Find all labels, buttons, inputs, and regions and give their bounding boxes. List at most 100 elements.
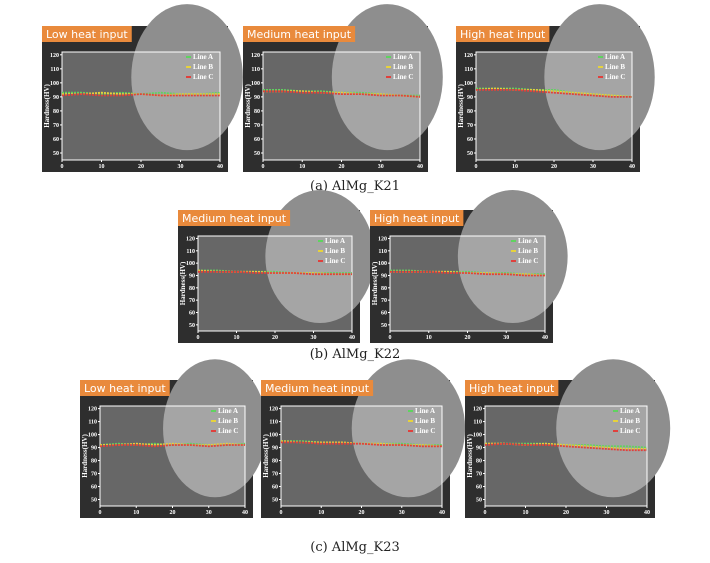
x-tick-label: 40 [644,510,650,516]
x-tick-label: 0 [197,335,200,341]
x-tick-label: 0 [389,335,392,341]
y-tick-label: 70 [53,123,59,129]
panel-label-bg [42,26,132,42]
y-tick-label: 100 [473,433,482,439]
series-line [484,442,647,452]
panel-label: Low heat input [46,28,128,41]
x-tick-label: 40 [417,164,423,170]
panel-label-bg [465,380,559,396]
panel-label: Medium heat input [265,382,370,395]
legend-label: Line B [620,417,640,425]
caption: (a) AlMg_K21 [310,179,400,194]
x-tick-label: 30 [311,335,317,341]
x-tick-label: 20 [170,510,176,516]
y-tick-label: 80 [467,109,473,115]
series-line [263,90,421,98]
x-tick-label: 30 [590,164,596,170]
y-tick-label: 90 [53,95,59,101]
legend-label: Line B [605,63,625,71]
y-tick-label: 90 [272,446,278,452]
weld-region [163,359,267,498]
y-tick-label: 110 [50,67,59,73]
series-line [476,89,632,98]
x-tick-label: 0 [484,510,487,516]
plot-area [280,405,443,507]
legend-label: Line B [193,63,213,71]
y-tick-label: 70 [381,298,387,304]
y-tick-label: 120 [88,407,97,413]
y-axis-label: Hardness(HV) [262,434,270,478]
y-tick-label: 110 [186,249,195,255]
y-tick-label: 120 [378,236,387,242]
y-tick-label: 60 [254,137,260,143]
legend-label: Line B [415,417,435,425]
y-tick-label: 60 [476,485,482,491]
y-tick-label: 100 [269,433,278,439]
y-tick-label: 50 [189,323,195,329]
series-line [198,270,352,276]
y-tick-label: 70 [254,123,260,129]
y-tick-label: 70 [189,298,195,304]
x-tick-label: 20 [339,164,345,170]
x-tick-label: 40 [629,164,635,170]
weld-region [351,359,466,498]
panel: 50 60 70 80 90 100 110 120 0 10 20 30 40 Hardness(HV)… [370,190,568,343]
panel-label: High heat input [374,212,460,225]
y-tick-label: 110 [251,67,260,73]
y-tick-label: 80 [254,109,260,115]
panel: 50 60 70 80 90 100 110 120 0 10 20 30 40 Hardness(HV)… [243,4,443,172]
x-tick-label: 10 [523,510,529,516]
y-tick-label: 90 [476,446,482,452]
y-tick-label: 70 [91,472,97,478]
y-tick-label: 100 [464,81,473,87]
x-tick-label: 40 [217,164,223,170]
y-tick-label: 80 [272,459,278,465]
y-tick-label: 110 [473,420,482,426]
y-tick-label: 60 [467,137,473,143]
legend-label: Line C [605,73,625,81]
caption: (c) AlMg_K23 [310,540,400,555]
legend-label: Line A [393,53,413,61]
y-tick-label: 100 [251,81,260,87]
y-tick-label: 120 [50,53,59,59]
y-axis-label: Hardness(HV) [179,261,187,305]
y-tick-label: 110 [88,420,97,426]
series-line [61,93,220,97]
legend-label: Line B [218,417,238,425]
x-tick-label: 20 [138,164,144,170]
y-tick-label: 90 [189,273,195,279]
y-tick-label: 50 [476,498,482,504]
x-tick-label: 40 [242,510,248,516]
series-line [475,87,633,98]
legend-label: Line B [325,247,345,255]
y-tick-label: 110 [378,249,387,255]
y-tick-label: 100 [378,261,387,267]
panel: 50 60 70 80 90 100 110 120 0 10 20 30 40 Hardness(HV)… [80,359,267,518]
y-tick-label: 120 [269,407,278,413]
y-tick-label: 50 [272,498,278,504]
legend-label: Line C [193,73,213,81]
y-axis-label: Hardness(HV) [371,261,379,305]
y-tick-label: 80 [381,286,387,292]
y-tick-label: 100 [88,433,97,439]
panel-label-bg [456,26,550,42]
y-tick-label: 70 [476,472,482,478]
x-tick-label: 40 [349,335,355,341]
y-tick-label: 50 [381,323,387,329]
plot-area [475,51,633,161]
y-tick-label: 80 [91,459,97,465]
y-tick-label: 100 [186,261,195,267]
panel-label-bg [243,26,356,42]
x-tick-label: 30 [604,510,610,516]
x-tick-label: 10 [99,164,105,170]
plot-area [197,235,353,332]
x-tick-label: 10 [318,510,324,516]
panel-label-bg [80,380,170,396]
x-tick-label: 10 [426,335,432,341]
panel: 50 60 70 80 90 100 110 120 0 10 20 30 40 Hardness(HV)… [456,4,655,172]
x-tick-label: 20 [563,510,569,516]
x-tick-label: 10 [299,164,305,170]
y-tick-label: 90 [91,446,97,452]
legend-label: Line A [218,407,238,415]
x-tick-label: 30 [503,335,509,341]
